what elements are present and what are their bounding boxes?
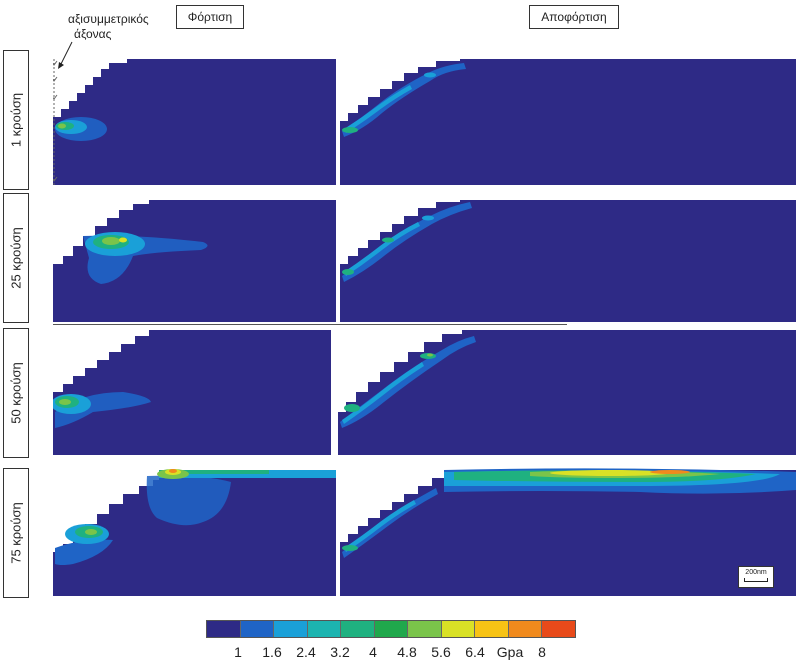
- scale-bar-label: 200nm: [745, 569, 767, 576]
- loading-header: Φόρτιση: [176, 5, 244, 29]
- legend-tick-label: 1: [234, 644, 242, 660]
- legend-swatch: [307, 621, 342, 637]
- legend-swatch: [207, 621, 241, 637]
- legend-tick-label: 4.8: [397, 644, 417, 660]
- legend-tick-label: 6.4: [465, 644, 485, 660]
- legend-swatch: [475, 621, 509, 637]
- axis-markers: [53, 59, 58, 185]
- legend-swatch: [240, 621, 275, 637]
- legend-swatch: [408, 621, 442, 637]
- legend-tick-label: 4: [369, 644, 377, 660]
- legend-tick-label: 5.6: [431, 644, 451, 660]
- contour-unloading-75: [340, 468, 796, 596]
- legend-swatch: [341, 621, 375, 637]
- legend-swatch: [441, 621, 476, 637]
- legend-swatch: [374, 621, 409, 637]
- legend-swatch: [542, 621, 576, 637]
- axis-annotation-line1: αξισυμμετρικός: [68, 12, 149, 26]
- contour-loading-1: [53, 59, 336, 185]
- contour-loading-25: [53, 200, 336, 322]
- legend-tick-label: 2.4: [296, 644, 316, 660]
- contour-unloading-1: [340, 59, 796, 185]
- legend-swatch: [508, 621, 543, 637]
- panel-unloading-25: [340, 198, 796, 322]
- row-label-25: 25 κρούση: [3, 193, 29, 323]
- contour-unloading-50: [338, 330, 796, 455]
- contour-loading-50: [53, 330, 331, 455]
- legend-swatch: [274, 621, 308, 637]
- unloading-header: Αποφόρτιση: [529, 5, 619, 29]
- legend-tick-label: Gpa: [496, 644, 524, 660]
- contour-loading-75: [53, 469, 336, 596]
- legend-tick-label: 3.2: [330, 644, 350, 660]
- panel-loading-75: [53, 468, 336, 596]
- contour-unloading-25: [340, 200, 796, 322]
- row-label-75: 75 κρούση: [3, 468, 29, 598]
- panel-unloading-50: [338, 328, 796, 455]
- panel-unloading-75: [340, 468, 796, 596]
- panel-unloading-1: [340, 57, 796, 185]
- axisymmetric-axis-label: αξισυμμετρικός άξονας: [68, 12, 149, 42]
- panel-loading-25: [53, 198, 336, 322]
- scale-bar-line: [744, 578, 768, 582]
- panel-loading-50: [53, 328, 331, 455]
- color-legend: [206, 620, 576, 638]
- legend-tick-label: 8: [538, 644, 546, 660]
- panel-loading-1: [53, 57, 336, 185]
- row-label-50: 50 κρούση: [3, 328, 29, 458]
- legend-tick-label: 1.6: [262, 644, 282, 660]
- row-divider: [53, 324, 567, 325]
- axis-annotation-line2: άξονας: [74, 27, 112, 41]
- row-label-1: 1 κρούση: [3, 50, 29, 190]
- scale-bar: 200nm: [738, 566, 774, 588]
- axis-arrow: [58, 41, 73, 69]
